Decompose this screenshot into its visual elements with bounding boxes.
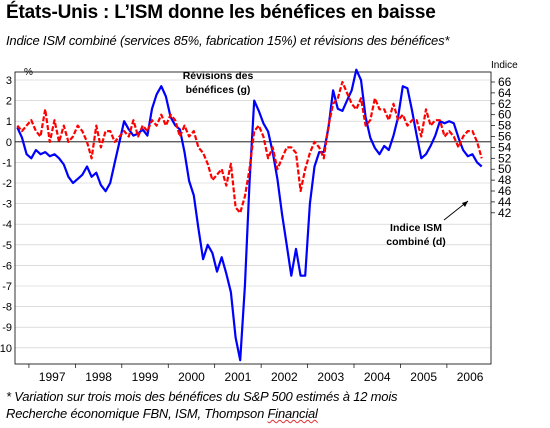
y-left-tick-label: 2 [6, 96, 12, 108]
annotation-ism: combiné (d) [386, 236, 446, 248]
y-right-tick-label: 62 [498, 97, 512, 111]
y-right-tick-label: 42 [498, 206, 512, 220]
series-line-revisions [16, 68, 483, 362]
footnote-definition: * Variation sur trois mois des bénéfices… [6, 389, 398, 404]
x-tick-label: 2004 [364, 370, 391, 384]
x-tick-label: 2003 [317, 370, 344, 384]
y-left-tick-label: -3 [2, 199, 12, 211]
footnote-sources-text: Recherche économique FBN, ISM, Thompson [6, 406, 268, 421]
y-right-tick-label: 60 [498, 108, 512, 122]
y-right-tick-label: 44 [498, 195, 512, 209]
x-tick-label: 2001 [225, 370, 252, 384]
y-left-tick-label: -5 [2, 240, 12, 252]
y-right-tick-label: 54 [498, 140, 512, 154]
y-right-tick-label: 46 [498, 184, 512, 198]
y-left-tick-label: -1 [2, 157, 12, 169]
y-right-unit: Indice [491, 60, 518, 71]
x-tick-label: 2002 [271, 370, 298, 384]
y-right-tick-label: 58 [498, 119, 512, 133]
annotation-arrowhead [462, 201, 468, 207]
chart-subtitle: Indice ISM combiné (services 85%, fabric… [6, 33, 450, 48]
x-tick-label: 1998 [85, 370, 112, 384]
y-left-tick-label: -4 [2, 219, 12, 231]
annotation-ism: Indice ISM [390, 222, 442, 234]
chart-title: États-Unis : L’ISM donne les bénéfices e… [6, 2, 436, 23]
x-tick-label: 1999 [132, 370, 159, 384]
y-left-tick-label: -2 [2, 178, 12, 190]
y-left-tick-label: 1 [6, 116, 12, 128]
y-right-tick-label: 50 [498, 162, 512, 176]
y-left-tick-label: -8 [2, 302, 12, 314]
series-line-ism [16, 80, 483, 214]
footnote-sources: Recherche économique FBN, ISM, Thompson … [6, 406, 318, 421]
y-left-tick-label: 10 [0, 343, 12, 355]
annotation-revisions: Révisions des [183, 70, 254, 82]
y-left-tick-label: 0 [6, 137, 12, 149]
x-tick-label: 2005 [410, 370, 437, 384]
y-right-tick-label: 48 [498, 173, 512, 187]
y-right-tick-label: 52 [498, 151, 512, 165]
y-left-tick-label: 3 [6, 75, 12, 87]
y-left-unit: % [24, 67, 33, 78]
y-right-tick-label: 66 [498, 75, 512, 89]
y-left-tick-label: -6 [2, 260, 12, 272]
y-right-tick-label: 56 [498, 130, 512, 144]
y-left-tick-label: -9 [2, 322, 12, 334]
y-left-tick-label: -7 [2, 281, 12, 293]
footnote-sources-underlined: Financial [267, 406, 318, 421]
x-tick-label: 2006 [457, 370, 484, 384]
y-right-tick-label: 64 [498, 86, 512, 100]
x-tick-label: 2000 [178, 370, 205, 384]
annotation-revisions: bénéfices (g) [186, 84, 251, 96]
x-tick-label: 1997 [39, 370, 66, 384]
plot-frame [14, 71, 492, 365]
